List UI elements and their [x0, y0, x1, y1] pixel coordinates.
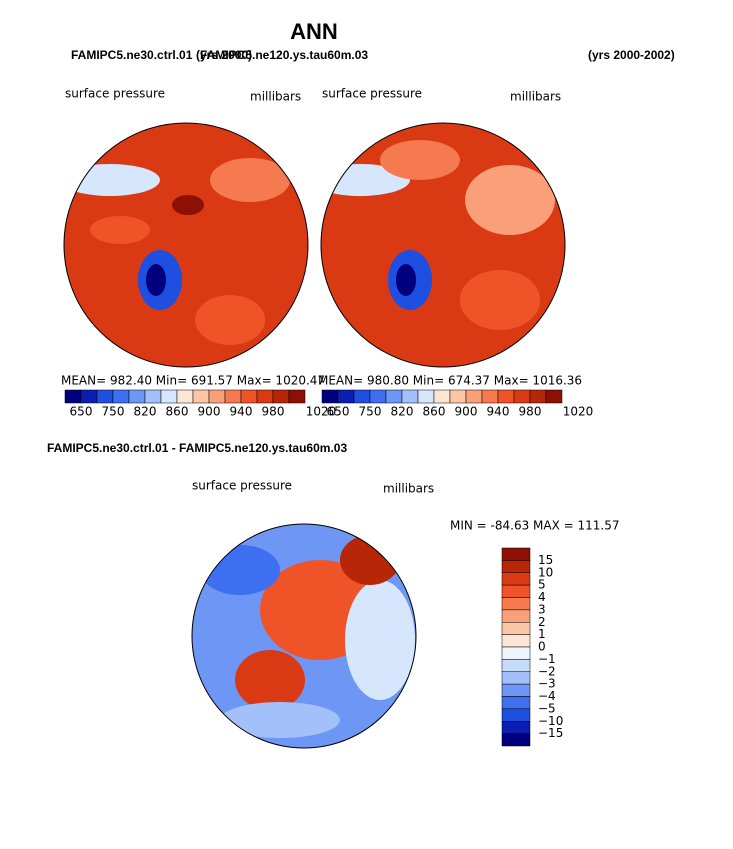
variable: surface pressure: [192, 479, 292, 493]
title: ANN: [290, 19, 338, 44]
colorbar-swatch: [112, 389, 130, 404]
colorbar-swatch: [337, 389, 355, 404]
colorbar-swatch: [353, 389, 371, 404]
stats: MEAN= 980.80 Min= 674.37 Max= 1016.36: [318, 374, 582, 388]
colorbar-label: 10: [538, 565, 553, 579]
colorbar-swatch: [417, 389, 435, 404]
colorbar-swatch: [96, 389, 114, 404]
colorbar-swatch: [144, 389, 162, 404]
colorbar-swatch: [401, 389, 419, 404]
colorbar-swatch: [501, 597, 531, 611]
colorbar-swatch: [272, 389, 290, 404]
colorbar-label: 750: [359, 405, 382, 419]
colorbar-label: 980: [262, 405, 285, 419]
units: millibars: [383, 482, 434, 496]
colorbar-swatch: [208, 389, 226, 404]
right-years: (yrs 2000-2002): [588, 48, 675, 62]
colorbar-swatch: [465, 389, 483, 404]
colorbar-swatch: [321, 389, 339, 404]
colorbar-swatch: [64, 389, 82, 404]
colorbar-label: 940: [487, 405, 510, 419]
colorbar-label: 0: [538, 640, 546, 654]
colorbar-swatch: [449, 389, 467, 404]
colorbar-swatch: [288, 389, 306, 404]
colorbar-swatch: [256, 389, 274, 404]
difference-title: FAMIPC5.ne30.ctrl.01 - FAMIPC5.ne120.ys.…: [47, 441, 347, 455]
colorbar-swatch: [176, 389, 194, 404]
colorbar-swatch: [385, 389, 403, 404]
colorbar-swatch: [501, 572, 531, 586]
colorbar-label: 1020: [306, 405, 337, 419]
colorbar-label: 860: [423, 405, 446, 419]
colorbar-swatch: [513, 389, 531, 404]
colorbar-swatch: [501, 609, 531, 623]
colorbar-swatch: [501, 683, 531, 697]
colorbar-label: 980: [519, 405, 542, 419]
units: millibars: [250, 90, 301, 104]
colorbar-label: 4: [538, 590, 546, 604]
right-case: FAMIPC5.ne120.ys.tau60m.03: [200, 48, 368, 62]
colorbar-swatch: [501, 547, 531, 561]
map-border: [191, 523, 417, 749]
map: [321, 123, 565, 367]
stats: MIN = -84.63 MAX = 111.57: [450, 519, 620, 533]
colorbar-label: 900: [198, 405, 221, 419]
colorbar-label: 860: [166, 405, 189, 419]
colorbar-label: −10: [538, 714, 563, 728]
map-border: [320, 122, 566, 368]
colorbar-swatch: [240, 389, 258, 404]
colorbar-label: −4: [538, 689, 556, 703]
colorbar-label: 1020: [563, 405, 594, 419]
colorbar-label: 900: [455, 405, 478, 419]
colorbar-label: 15: [538, 553, 553, 567]
colorbar-label: −2: [538, 664, 556, 678]
colorbar-swatch: [501, 671, 531, 685]
colorbar-swatch: [501, 634, 531, 648]
colorbar-label: 3: [538, 602, 546, 616]
colorbar-swatch: [501, 584, 531, 598]
colorbar-swatch: [501, 659, 531, 672]
variable: surface pressure: [65, 87, 165, 101]
colorbar-label: 2: [538, 615, 546, 629]
left-case: FAMIPC5.ne30.ctrl.01: [71, 48, 193, 62]
colorbar-swatch: [80, 389, 98, 404]
colorbar-swatch: [192, 389, 210, 404]
colorbar-label: 650: [327, 405, 350, 419]
colorbar-swatch: [497, 389, 515, 404]
variable: surface pressure: [322, 87, 422, 101]
colorbar-swatch: [160, 389, 178, 404]
colorbar-label: 650: [70, 405, 93, 419]
stats: MEAN= 982.40 Min= 691.57 Max= 1020.47: [61, 374, 325, 388]
colorbar-swatch: [369, 389, 387, 404]
colorbar-swatch: [529, 389, 547, 404]
colorbar-swatch: [224, 389, 242, 404]
colorbar-label: 1: [538, 627, 546, 641]
colorbar-label: 820: [134, 405, 157, 419]
colorbar-swatch: [501, 646, 531, 660]
colorbar-label: 820: [391, 405, 414, 419]
colorbar-swatch: [501, 721, 531, 734]
colorbar-swatch: [128, 389, 146, 404]
colorbar-label: 5: [538, 578, 546, 592]
colorbar-label: −15: [538, 726, 563, 740]
colorbar-label: −1: [538, 652, 556, 666]
colorbar-swatch: [501, 696, 531, 710]
map: [64, 123, 308, 367]
colorbar-label: −3: [538, 677, 556, 691]
colorbar-label: 750: [102, 405, 125, 419]
units: millibars: [510, 90, 561, 104]
colorbar-swatch: [501, 733, 531, 747]
colorbar-swatch: [501, 560, 531, 573]
colorbar-swatch: [501, 622, 531, 635]
colorbar-label: 940: [230, 405, 253, 419]
left-years: (yrs 2000): [196, 48, 252, 62]
colorbar-swatch: [433, 389, 451, 404]
colorbar-label: −5: [538, 701, 556, 715]
map-border: [63, 122, 309, 368]
colorbar-swatch: [481, 389, 499, 404]
colorbar-swatch: [501, 708, 531, 722]
colorbar-swatch: [545, 389, 563, 404]
